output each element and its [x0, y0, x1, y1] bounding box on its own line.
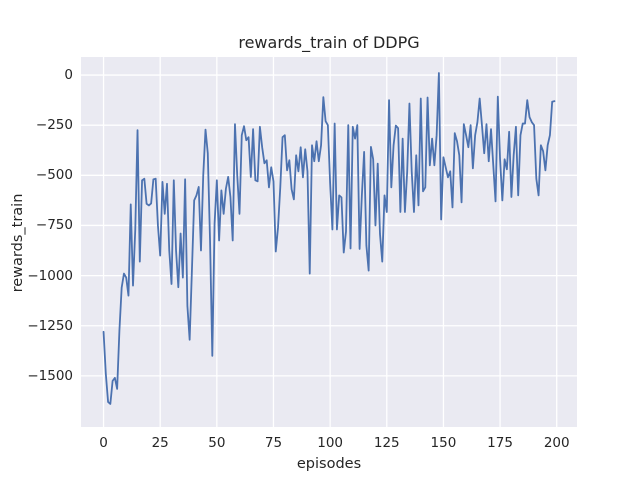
x-tick-label: 50	[208, 435, 226, 451]
plot-background	[81, 57, 577, 427]
y-tick-label: −500	[35, 167, 73, 184]
chart-title: rewards_train of DDPG	[238, 33, 420, 52]
x-tick-label: 100	[317, 435, 344, 451]
y-axis-label: rewards_train	[10, 193, 26, 293]
y-tick-label: −750	[35, 217, 73, 234]
y-tick-label: −1250	[27, 317, 73, 334]
line-chart	[81, 57, 577, 427]
x-tick-label: 125	[373, 435, 400, 451]
x-tick-label: 175	[487, 435, 513, 451]
gridlines	[81, 57, 577, 427]
x-tick-label: 200	[543, 435, 570, 451]
x-tick-label: 0	[99, 435, 108, 451]
plot-area	[81, 57, 577, 427]
x-tick-label: 150	[430, 435, 457, 451]
y-tick-label: 0	[64, 67, 73, 84]
x-axis-label: episodes	[296, 456, 362, 472]
x-tick-label: 25	[151, 435, 169, 451]
series-line-rewards-train	[102, 72, 556, 405]
x-tick-label: 75	[264, 435, 283, 451]
y-tick-label: −250	[35, 117, 73, 134]
y-tick-label: −1500	[27, 367, 73, 384]
y-tick-label: −1000	[27, 267, 73, 284]
